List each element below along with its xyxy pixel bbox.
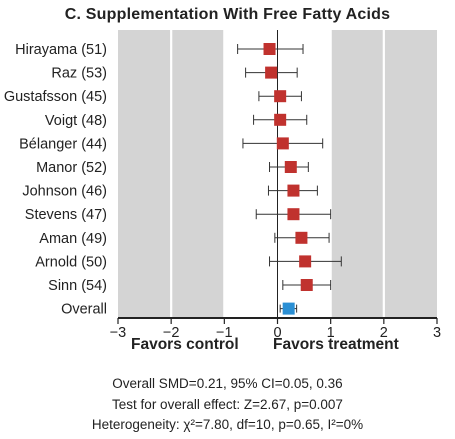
study-label: Bélanger (44) [19, 136, 107, 152]
favors-treatment-label: Favors treatment [273, 336, 399, 353]
study-marker [263, 43, 276, 55]
chart-title: C. Supplementation With Free Fatty Acids [64, 6, 391, 23]
study-marker [300, 279, 313, 291]
study-marker [295, 231, 308, 244]
study-label: Hirayama (51) [15, 42, 107, 58]
x-tick-label: 2 [380, 325, 388, 340]
study-label: Sinn (54) [48, 278, 107, 294]
study-label: Manor (52) [36, 160, 107, 176]
study-marker [265, 66, 278, 79]
x-tick-label: 3 [433, 325, 441, 340]
study-marker [287, 184, 300, 197]
study-label: Stevens (47) [25, 207, 107, 223]
overall-label: Overall [61, 302, 107, 318]
forest-plot: −3 −2 −1 0 1 2 3 Hirayama (51) Raz (53) Gustafsso… [4, 30, 441, 340]
study-marker [276, 137, 289, 150]
study-marker [284, 161, 297, 173]
study-label: Voigt (48) [45, 113, 107, 129]
overall-marker [282, 302, 295, 315]
x-tick-label: −1 [216, 325, 233, 340]
study-label: Aman (49) [39, 231, 107, 247]
x-tick-label: −2 [163, 325, 180, 340]
heterogeneity-text: Heterogeneity: χ²=7.80, df=10, p=0.65, I… [91, 417, 364, 432]
favors-control-label: Favors control [131, 336, 239, 353]
study-marker [274, 90, 287, 103]
x-tick-label: 0 [273, 325, 281, 340]
study-label: Gustafsson (45) [4, 89, 107, 105]
study-label: Raz (53) [51, 66, 107, 82]
study-marker [299, 255, 312, 268]
x-tick-label: −3 [110, 325, 127, 340]
x-tick-label: 1 [327, 325, 335, 340]
overall-effect-test-text: Test for overall effect: Z=2.67, p=0.007 [112, 397, 343, 412]
study-marker [274, 113, 287, 126]
study-label: Arnold (50) [35, 254, 107, 270]
study-marker [287, 208, 300, 221]
overall-smd-text: Overall SMD=0.21, 95% CI=0.05, 0.36 [112, 376, 343, 391]
study-label: Johnson (46) [22, 184, 107, 200]
